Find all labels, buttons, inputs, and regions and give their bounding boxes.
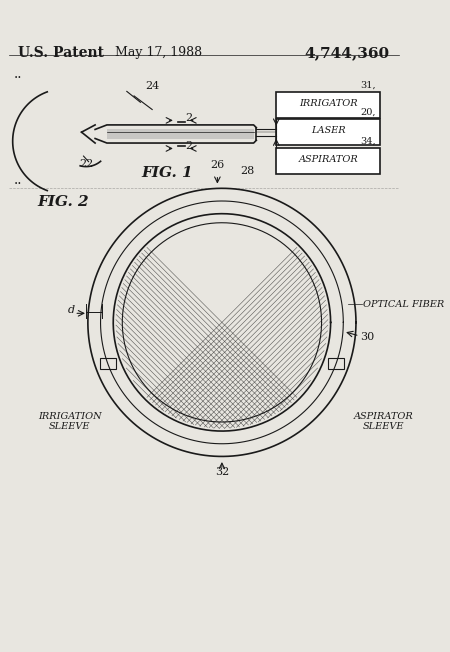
Text: U.S. Patent: U.S. Patent	[18, 46, 104, 60]
Text: ..: ..	[14, 67, 22, 81]
Text: ASPIRATOR
SLEEVE: ASPIRATOR SLEEVE	[353, 412, 413, 431]
Text: OPTICAL FIBER: OPTICAL FIBER	[363, 300, 445, 309]
Text: IRRIGATION
SLEEVE: IRRIGATION SLEEVE	[38, 412, 102, 431]
Text: ..: ..	[14, 173, 22, 186]
Bar	[276, 93, 380, 117]
Bar	[328, 359, 344, 369]
Bar	[276, 119, 380, 145]
Text: LASER: LASER	[311, 126, 346, 135]
Polygon shape	[107, 128, 254, 140]
Text: 2: 2	[186, 141, 193, 151]
Text: IRRIGATOR: IRRIGATOR	[299, 98, 358, 108]
Text: May 17, 1988: May 17, 1988	[115, 46, 202, 59]
Text: 28: 28	[240, 166, 254, 176]
Text: 31,: 31,	[360, 81, 376, 89]
Text: 20,: 20,	[360, 108, 376, 117]
Text: 4,744,360: 4,744,360	[304, 46, 390, 60]
Text: 2: 2	[186, 113, 193, 123]
Text: 34,: 34,	[360, 137, 376, 146]
Bar	[100, 359, 116, 369]
Text: FIG. 1: FIG. 1	[142, 166, 194, 181]
Bar	[276, 149, 380, 174]
Text: 24: 24	[145, 81, 159, 91]
Text: ASPIRATOR: ASPIRATOR	[298, 155, 358, 164]
Text: 22: 22	[80, 158, 94, 169]
Text: 32: 32	[215, 467, 229, 477]
Text: FIG. 2: FIG. 2	[38, 196, 89, 209]
Text: 30: 30	[360, 333, 375, 342]
Text: 26: 26	[210, 160, 225, 170]
Text: d: d	[68, 305, 75, 316]
